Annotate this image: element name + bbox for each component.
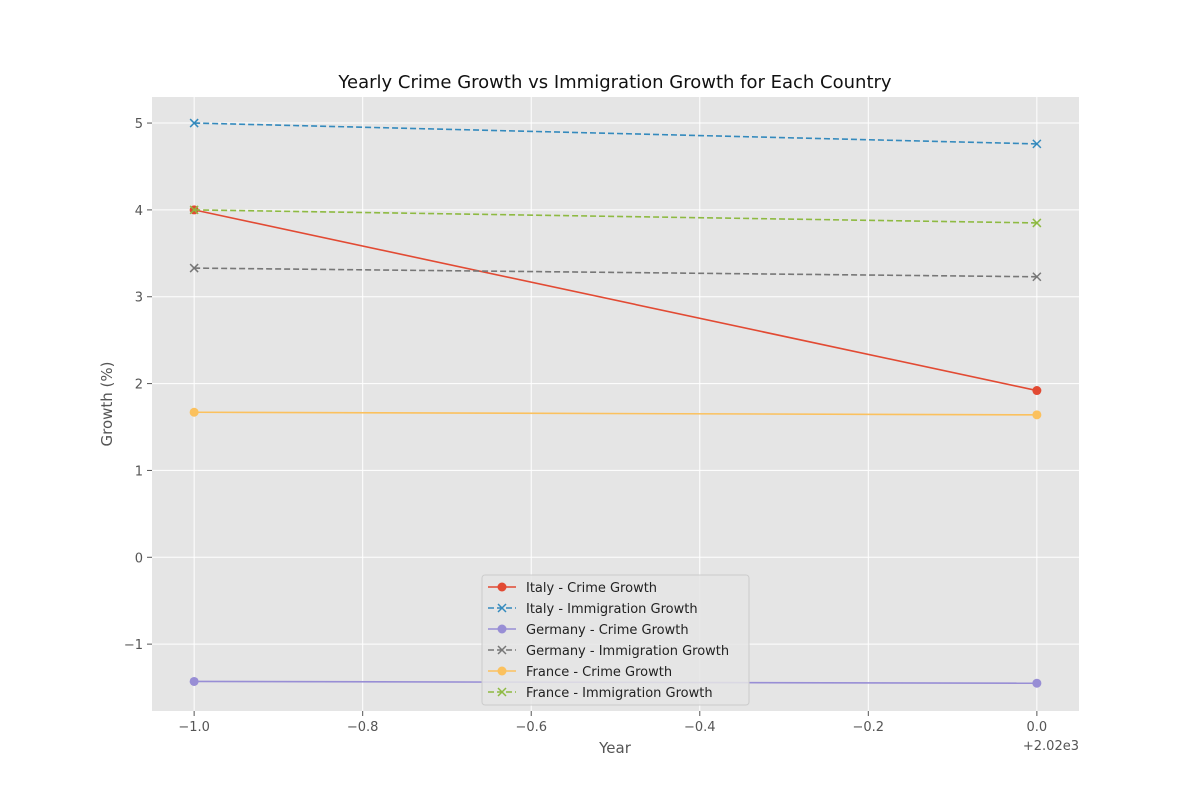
legend-label: Italy - Crime Growth (526, 581, 657, 596)
data-point (1032, 272, 1042, 282)
legend-item: France - Crime Growth (488, 665, 672, 680)
legend-label: Italy - Immigration Growth (526, 602, 698, 617)
series-line (194, 122, 1037, 145)
y-tick-label: −1 (124, 638, 143, 653)
x-tick-label: −0.6 (515, 720, 547, 735)
series-5 (189, 205, 1042, 228)
series-line (194, 267, 1037, 278)
data-point (189, 118, 199, 128)
legend-marker (497, 582, 507, 592)
data-point (189, 407, 199, 417)
legend-marker (497, 624, 507, 634)
x-tick-label: −0.2 (853, 720, 885, 735)
y-tick-label: 5 (135, 117, 143, 132)
legend-item: Italy - Immigration Growth (488, 602, 698, 617)
series-3 (189, 263, 1042, 282)
legend-item: Germany - Immigration Growth (488, 644, 729, 659)
y-axis-ticks: −1 0 1 2 3 4 5 (124, 117, 152, 653)
y-tick-label: 4 (135, 204, 143, 219)
y-tick-label: 0 (135, 551, 143, 566)
legend-label: France - Crime Growth (526, 665, 672, 680)
x-tick-label: −0.4 (684, 720, 716, 735)
series-line (194, 209, 1037, 224)
legend-label: Germany - Crime Growth (526, 623, 689, 638)
data-point (189, 263, 199, 273)
data-point (1032, 218, 1042, 228)
legend-marker (497, 603, 507, 613)
series-1 (189, 118, 1042, 149)
x-tick-label: −1.0 (178, 720, 210, 735)
y-axis-label: Growth (%) (98, 361, 116, 446)
grid-lines (152, 97, 1079, 711)
series-4 (189, 407, 1042, 420)
x-tick-label: −0.8 (347, 720, 379, 735)
y-tick-label: 2 (135, 378, 143, 393)
y-tick-label: 1 (135, 464, 143, 479)
series-layer (189, 118, 1042, 688)
x-axis-label: Year (598, 739, 632, 757)
data-point (1032, 410, 1042, 420)
x-axis-offset-label: +2.02e3 (1023, 739, 1079, 754)
legend: Italy - Crime Growth Italy - Immigration … (481, 574, 750, 706)
x-tick-label: 0.0 (1027, 720, 1048, 735)
data-point (1032, 678, 1042, 688)
legend-marker (497, 687, 507, 697)
x-axis-ticks: −1.0 −0.8 −0.6 −0.4 −0.2 0.0 (178, 711, 1047, 735)
y-tick-label: 3 (135, 291, 143, 306)
legend-label: Germany - Immigration Growth (526, 644, 729, 659)
data-point (1032, 386, 1042, 396)
data-point (1032, 139, 1042, 149)
legend-label: France - Immigration Growth (526, 686, 713, 701)
data-point (189, 205, 199, 215)
data-point (189, 676, 199, 686)
legend-box (481, 574, 750, 706)
legend-item: Italy - Crime Growth (488, 581, 657, 596)
legend-item: France - Immigration Growth (488, 686, 713, 701)
series-line (193, 209, 1038, 392)
legend-marker (497, 645, 507, 655)
series-line (194, 411, 1037, 416)
chart-title: Yearly Crime Growth vs Immigration Growt… (337, 72, 891, 93)
legend-marker (497, 666, 507, 676)
legend-item: Germany - Crime Growth (488, 623, 689, 638)
